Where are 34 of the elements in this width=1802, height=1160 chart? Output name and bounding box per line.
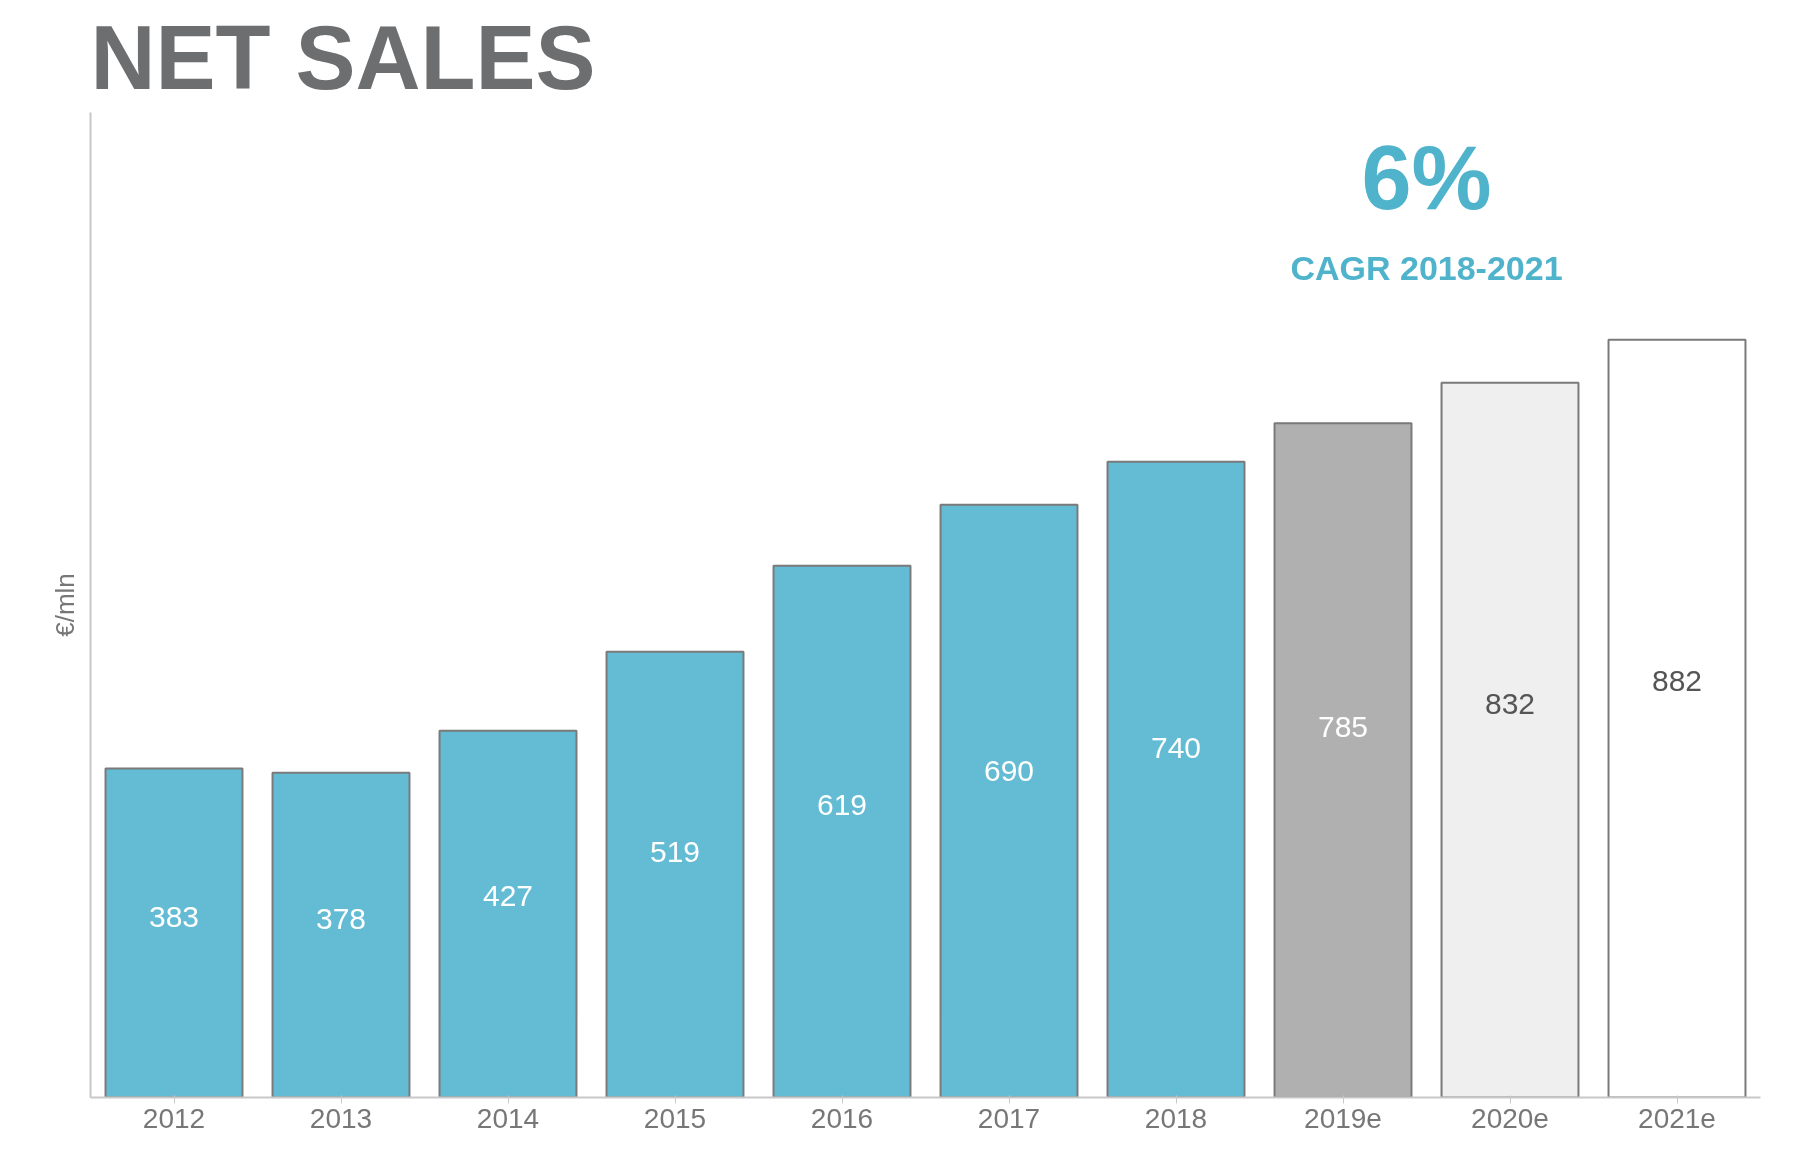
- x-tick-label: 2012: [142, 1102, 206, 1134]
- x-tick-label: 2019e: [1304, 1102, 1382, 1134]
- x-tick-label: 2015: [643, 1102, 707, 1134]
- bar: [1106, 460, 1246, 1098]
- data-label: 882: [1651, 663, 1703, 697]
- bar: [1440, 381, 1580, 1098]
- x-tick-label: 2016: [810, 1102, 874, 1134]
- chart-title: NET SALES: [90, 7, 596, 108]
- data-label: 740: [1150, 730, 1202, 764]
- data-label: 832: [1484, 687, 1536, 721]
- data-label: 427: [482, 878, 534, 912]
- x-tick-label: 2017: [977, 1102, 1041, 1134]
- data-label: 383: [148, 899, 200, 933]
- bar: [1607, 338, 1747, 1098]
- text: 6%: [1361, 127, 1492, 228]
- x-tick-label: 2013: [309, 1102, 373, 1134]
- bar: [605, 650, 745, 1098]
- bar: [939, 503, 1079, 1098]
- y-axis-title: €/mln: [49, 573, 80, 637]
- bar: [271, 771, 411, 1098]
- bar: [772, 564, 912, 1098]
- bar: [104, 767, 244, 1098]
- data-label: 785: [1317, 709, 1369, 743]
- x-tick-label: 2020e: [1471, 1102, 1549, 1134]
- bar: [1273, 422, 1413, 1098]
- data-label: 378: [315, 901, 367, 935]
- data-label: 690: [983, 754, 1035, 788]
- data-label: 519: [649, 835, 701, 869]
- x-tick-label: 2018: [1144, 1102, 1208, 1134]
- x-tick-label: 2021e: [1638, 1102, 1716, 1134]
- text: CAGR 2018-2021: [1290, 248, 1563, 287]
- bar: [438, 729, 578, 1098]
- x-tick-label: 2014: [476, 1102, 540, 1134]
- data-label: 619: [816, 788, 868, 822]
